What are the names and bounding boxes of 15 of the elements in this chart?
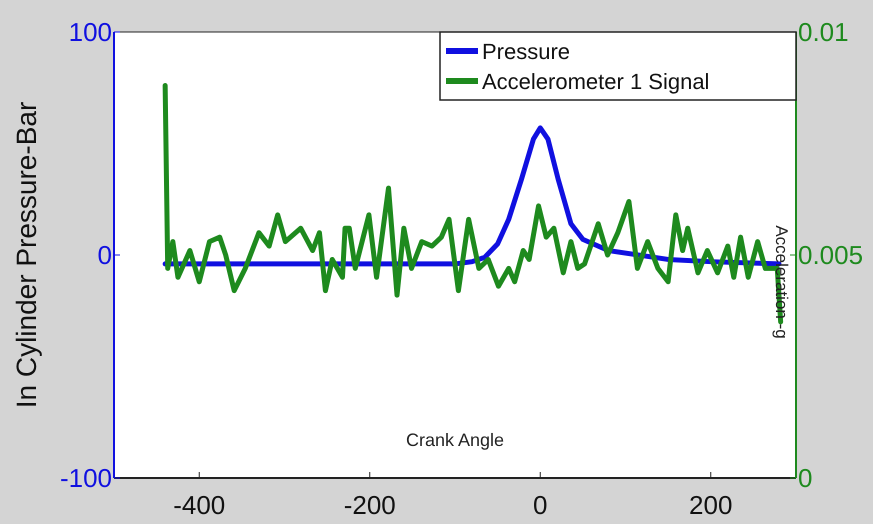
x-tick-label: -200: [344, 490, 396, 520]
y-axis-title: In Cylinder Pressure-Bar: [11, 102, 42, 408]
x-tick-label: 0: [533, 490, 548, 520]
x-tick-label: -400: [173, 490, 226, 520]
legend-label: Pressure: [482, 39, 570, 64]
legend-label: Accelerometer 1 Signal: [482, 69, 710, 94]
y-tick-label: 100: [68, 17, 112, 47]
y-tick-label: -100: [60, 463, 112, 493]
y2-tick-label: 0.01: [798, 17, 849, 47]
y2-tick-label: 0.005: [798, 240, 864, 270]
y2-tick-label: 0: [798, 463, 812, 493]
x-tick-label: 200: [689, 490, 732, 520]
y-tick-label: 0: [98, 240, 112, 270]
y2-axis-title: Acceleration -g: [772, 225, 791, 339]
x-axis-title: Crank Angle: [406, 430, 504, 450]
